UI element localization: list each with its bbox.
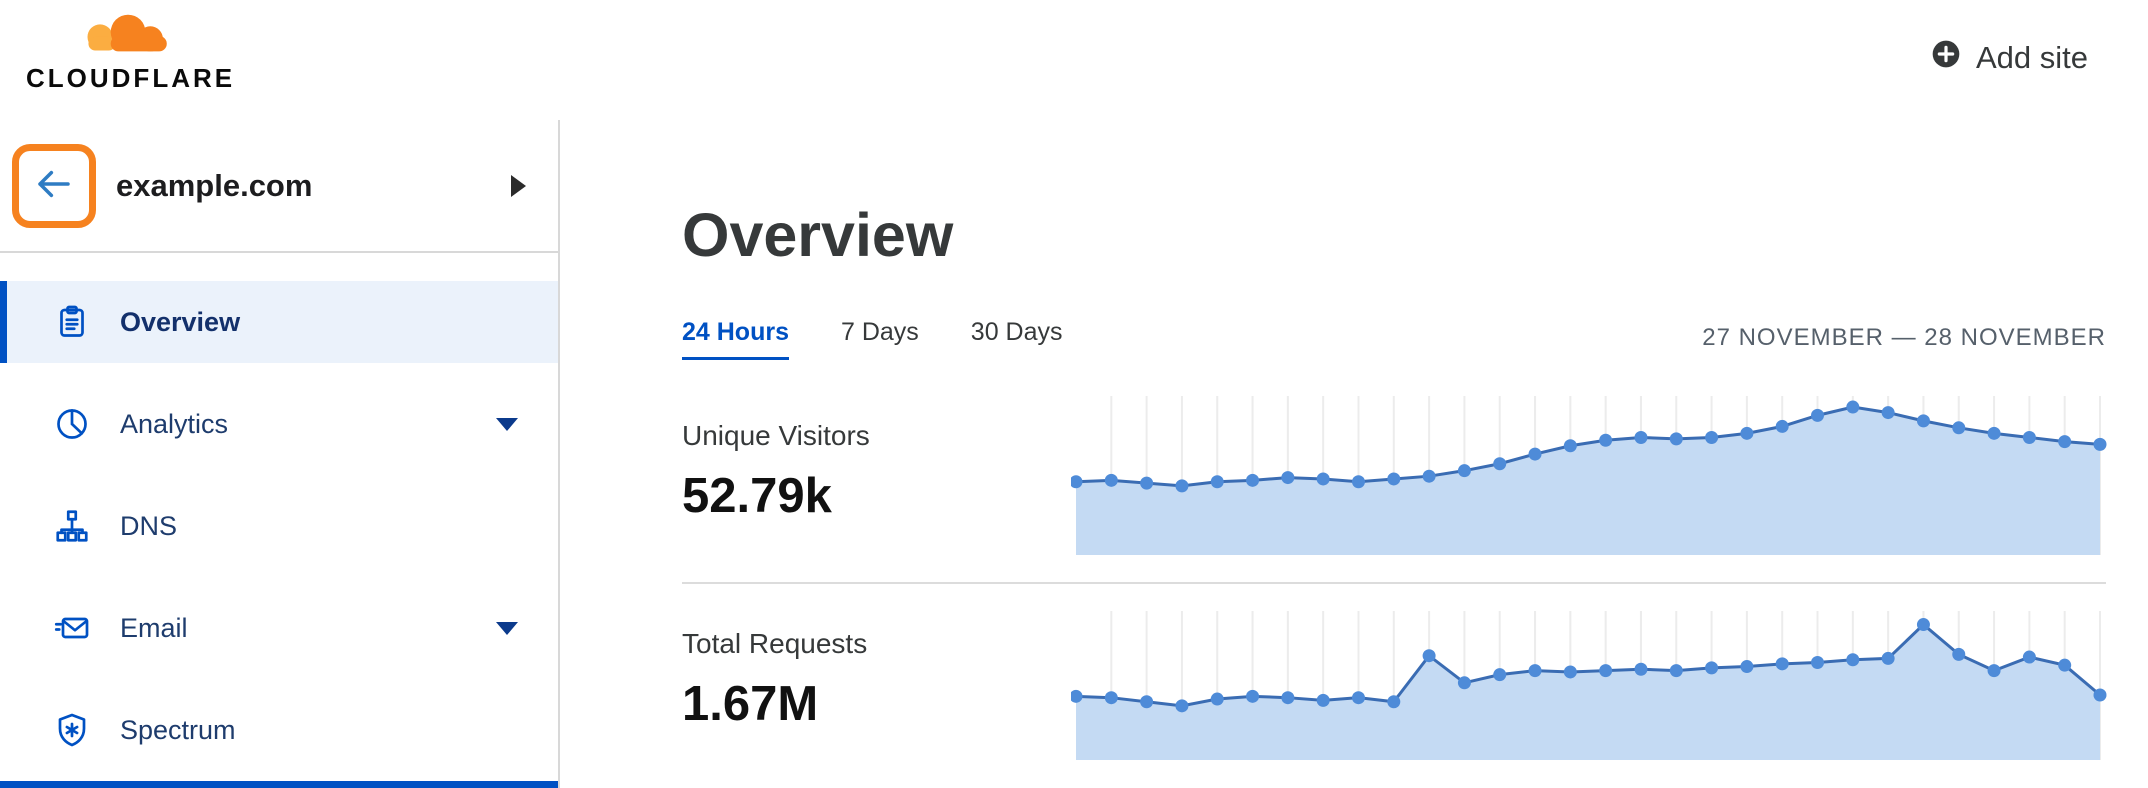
- shield-spectrum-icon: [54, 712, 90, 748]
- sidebar-item-label: Spectrum: [120, 714, 236, 745]
- unique-visitors-label: Unique Visitors: [682, 420, 870, 451]
- back-button[interactable]: [33, 163, 75, 210]
- time-range-tabs: 24 Hours 7 Days 30 Days: [682, 318, 1063, 360]
- sidebar-item-label: DNS: [120, 510, 178, 541]
- sidebar-item-label: Analytics: [120, 408, 229, 439]
- sidebar-bottom-partial-item: [0, 781, 558, 788]
- sidebar-item-email[interactable]: Email: [0, 587, 558, 669]
- unique-visitors-chart: [1069, 396, 2107, 555]
- sidebar: example.com Overview Analytics: [0, 120, 560, 788]
- sidebar-menu: Overview Analytics: [0, 281, 558, 788]
- envelope-icon: [54, 610, 90, 646]
- site-expand-chevron-icon[interactable]: [511, 174, 526, 197]
- site-name: example.com: [116, 167, 313, 203]
- sidebar-item-spectrum[interactable]: Spectrum: [0, 689, 558, 771]
- sidebar-item-overview[interactable]: Overview: [0, 281, 558, 363]
- total-requests-chart: [1069, 611, 2107, 760]
- network-hierarchy-icon: [54, 508, 90, 544]
- sidebar-item-label: Overview: [120, 306, 241, 337]
- cloudflare-logo[interactable]: CLOUDFLARE: [26, 6, 235, 94]
- back-arrow-icon: [33, 163, 75, 210]
- total-requests-value: 1.67M: [682, 677, 819, 731]
- active-indicator: [0, 281, 7, 363]
- tab-30-days[interactable]: 30 Days: [970, 318, 1063, 346]
- back-button-highlight-annotation: [12, 144, 96, 228]
- sidebar-item-label: Email: [120, 612, 188, 643]
- circle-plus-icon: [1930, 38, 1962, 78]
- tab-24-hours[interactable]: 24 Hours: [682, 318, 789, 360]
- site-selector-row: example.com: [0, 120, 558, 253]
- top-header: CLOUDFLARE Add site: [0, 0, 2148, 120]
- total-requests-label: Total Requests: [682, 628, 868, 659]
- pie-chart-icon: [54, 406, 90, 442]
- cloudflare-cloud-icon: [71, 6, 191, 69]
- caret-down-icon[interactable]: [496, 417, 518, 431]
- sidebar-item-dns[interactable]: DNS: [0, 485, 558, 567]
- sidebar-item-analytics[interactable]: Analytics: [0, 383, 558, 465]
- unique-visitors-value: 52.79k: [682, 469, 832, 523]
- metric-divider: [682, 582, 2106, 584]
- tab-7-days[interactable]: 7 Days: [840, 318, 919, 346]
- date-range-label: 27 NOVEMBER — 28 NOVEMBER: [1702, 324, 2106, 351]
- add-site-button[interactable]: Add site: [1930, 38, 2088, 78]
- add-site-label: Add site: [1975, 40, 2088, 75]
- cloudflare-logo-text: CLOUDFLARE: [26, 63, 236, 93]
- clipboard-icon: [54, 304, 90, 340]
- page-title: Overview: [682, 201, 954, 269]
- caret-down-icon[interactable]: [496, 621, 518, 635]
